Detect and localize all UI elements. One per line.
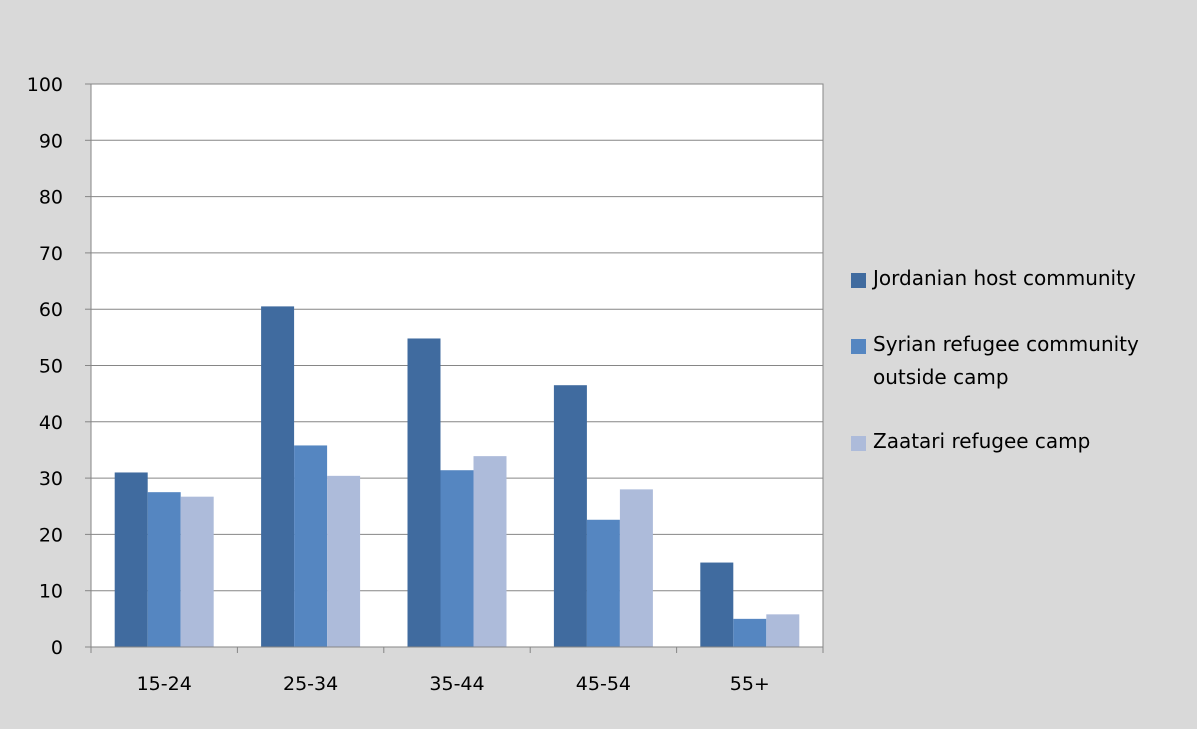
bar-35-44-series-1 [440,470,474,647]
y-tick-label: 100 [27,74,63,96]
legend-item-jordanian: Jordanian host community [851,262,1181,295]
legend-item-syrian-outside: Syrian refugee community outside camp [851,328,1181,394]
bar-45-54-series-0 [553,385,587,647]
y-tick-label: 60 [39,299,63,321]
bar-35-44-series-0 [407,338,441,647]
bar-55+-series-2 [766,614,800,647]
bar-25-34-series-0 [261,306,295,647]
bar-25-34-series-1 [294,445,328,647]
legend-swatch-syrian-outside [851,339,866,354]
x-axis-ticks: 15-24 25-34 35-44 45-54 55+ [90,646,824,695]
legend-label-syrian-outside: Syrian refugee community outside camp [873,332,1139,389]
x-tick-label: 35-44 [429,673,484,695]
bar-15-24-series-2 [180,496,214,647]
y-tick-label: 0 [51,637,63,659]
y-tick-label: 30 [39,468,63,490]
bars [114,306,800,647]
legend: Jordanian host community Syrian refugee … [851,262,1181,458]
legend-label-zaatari: Zaatari refugee camp [873,429,1091,453]
x-tick-label: 25-34 [283,673,338,695]
bar-45-54-series-1 [586,519,620,647]
y-tick-label: 20 [39,524,63,546]
legend-label-jordanian: Jordanian host community [873,266,1136,290]
bar-15-24-series-1 [147,492,181,647]
bar-45-54-series-2 [619,489,653,647]
bar-55+-series-0 [700,562,734,647]
y-tick-label: 10 [39,581,63,603]
legend-swatch-zaatari [851,436,866,451]
x-tick-label: 45-54 [576,673,631,695]
y-axis-ticks: 0 10 20 30 40 50 60 70 80 90 100 [27,74,91,659]
y-tick-label: 90 [39,130,63,152]
bar-35-44-series-2 [473,456,507,647]
bar-55+-series-1 [733,618,767,647]
y-tick-label: 50 [39,356,63,378]
x-tick-label: 55+ [730,673,770,695]
y-tick-label: 40 [39,412,63,434]
y-tick-label: 70 [39,243,63,265]
legend-swatch-jordanian [851,273,866,288]
bar-15-24-series-0 [114,472,148,647]
legend-item-zaatari: Zaatari refugee camp [851,425,1181,458]
bar-25-34-series-2 [327,475,361,647]
y-tick-label: 80 [39,187,63,209]
x-tick-label: 15-24 [137,673,192,695]
